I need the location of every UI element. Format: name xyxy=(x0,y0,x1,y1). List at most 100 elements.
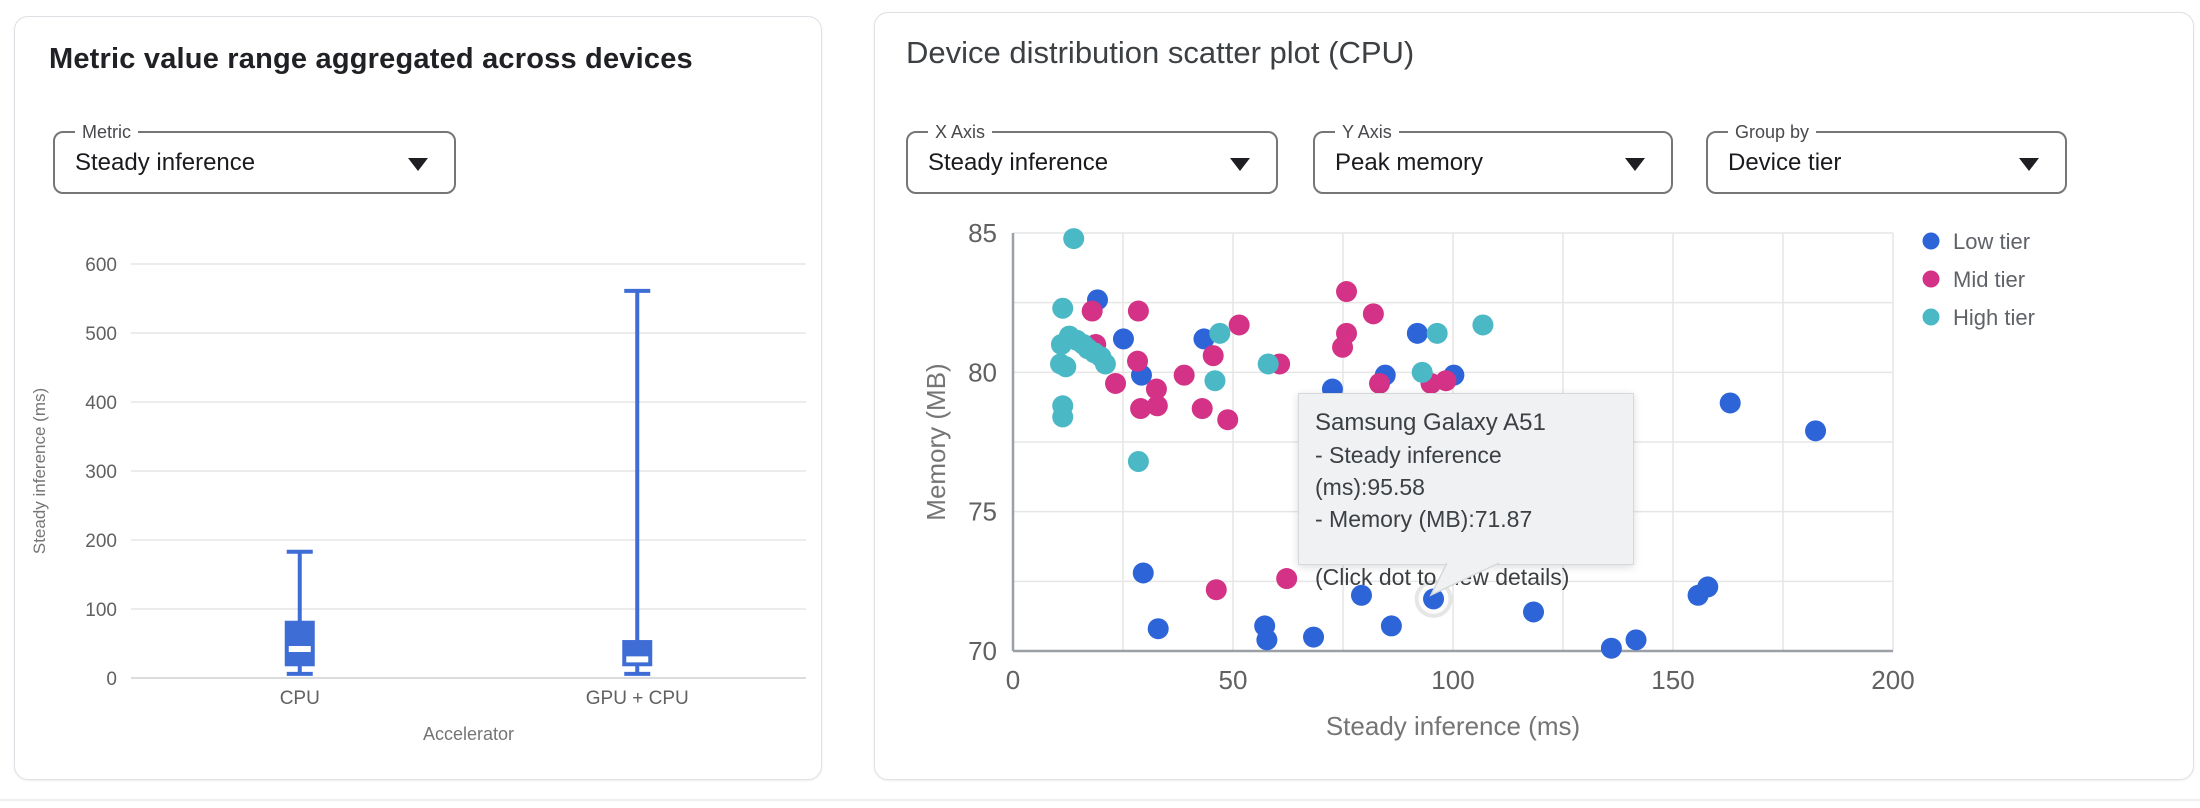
scatter-dot-mid-tier[interactable] xyxy=(1435,370,1457,392)
scatter-dot-low-tier[interactable] xyxy=(1350,584,1372,606)
scatter-dot-mid-tier[interactable] xyxy=(1217,409,1239,431)
scatter-dot-low-tier[interactable] xyxy=(1406,322,1428,344)
scatter-dot-low-tier[interactable] xyxy=(1697,576,1719,598)
scatter-x-tick: 0 xyxy=(1006,665,1020,695)
tooltip-x-value: - Steady inference (ms):95.58 xyxy=(1315,442,1502,500)
scatter-dot-high-tier[interactable] xyxy=(1063,228,1085,250)
scatter-dot-mid-tier[interactable] xyxy=(1332,336,1354,358)
scatter-y-axis-title: Memory (MB) xyxy=(921,363,951,520)
scatter-dot-mid-tier[interactable] xyxy=(1146,395,1168,417)
scatter-dot-low-tier[interactable] xyxy=(1256,629,1278,651)
scatter-dot-high-tier[interactable] xyxy=(1209,322,1231,344)
scatter-dot-low-tier[interactable] xyxy=(1112,328,1134,350)
scatter-dot-high-tier[interactable] xyxy=(1204,370,1226,392)
legend-item-low-tier: Low tier xyxy=(1922,229,2030,254)
scatter-dot-low-tier[interactable] xyxy=(1600,637,1622,659)
scatter-x-tick: 50 xyxy=(1219,665,1248,695)
scatter-dot-mid-tier[interactable] xyxy=(1081,300,1103,322)
chevron-down-icon xyxy=(1625,157,1645,171)
scatter-dot-high-tier[interactable] xyxy=(1052,297,1074,319)
legend-dot-high-tier xyxy=(1922,308,1940,326)
scatter-dot-low-tier[interactable] xyxy=(1193,328,1215,350)
scatter-dot-high-tier[interactable] xyxy=(1094,353,1116,375)
boxplot-y-axis-title: Steady inference (ms) xyxy=(30,388,49,554)
scatter-dot-high-tier[interactable] xyxy=(1411,361,1433,383)
scatter-dot-low-tier[interactable] xyxy=(1523,601,1545,623)
scatter-dot-high-tier[interactable] xyxy=(1127,451,1149,473)
boxplot-category-label: GPU + CPU xyxy=(586,688,689,709)
x-axis-select[interactable]: X Axis Steady inference xyxy=(906,121,1278,194)
scatter-x-axis-title: Steady inference (ms) xyxy=(1326,711,1580,741)
boxplot-y-tick: 100 xyxy=(85,600,117,621)
chevron-down-icon xyxy=(408,157,428,171)
boxplot-y-tick: 0 xyxy=(106,669,117,690)
scatter-dot-low-tier[interactable] xyxy=(1303,626,1325,648)
scatter-card: Device distribution scatter plot (CPU) X… xyxy=(874,12,2194,780)
boxplot-y-tick: 300 xyxy=(85,462,117,483)
legend-label-mid-tier: Mid tier xyxy=(1953,267,2025,292)
scatter-dot-mid-tier[interactable] xyxy=(1362,303,1384,325)
chevron-down-icon xyxy=(2019,157,2039,171)
scatter-dot-high-tier[interactable] xyxy=(1055,356,1077,378)
scatter-dot-high-tier[interactable] xyxy=(1257,353,1279,375)
y-axis-select-label: Y Axis xyxy=(1335,121,1399,143)
metric-select-value: Steady inference xyxy=(75,148,256,176)
scatter-dot-mid-tier[interactable] xyxy=(1336,281,1358,303)
group-by-select-value: Device tier xyxy=(1728,148,1842,176)
boxplot-y-tick: 400 xyxy=(85,393,117,414)
scatter-dot-mid-tier[interactable] xyxy=(1173,364,1195,386)
scatter-dot-mid-tier[interactable] xyxy=(1228,314,1250,336)
legend-dot-low-tier xyxy=(1922,232,1940,250)
scatter-dot-mid-tier[interactable] xyxy=(1105,372,1127,394)
scatter-y-tick: 75 xyxy=(968,497,997,527)
scatter-y-tick: 85 xyxy=(968,218,997,248)
boxplot-chart: 0 100 200 300 400 500 600 Steady inference (ms)… xyxy=(30,255,806,744)
boxplot-x-axis-title: Accelerator xyxy=(423,724,514,744)
scatter-x-tick: 200 xyxy=(1871,665,1914,695)
metric-select[interactable]: Metric Steady inference xyxy=(53,121,456,194)
y-axis-select[interactable]: Y Axis Peak memory xyxy=(1313,121,1673,194)
scatter-dot-mid-tier[interactable] xyxy=(1127,350,1149,372)
scatter-dot-low-tier[interactable] xyxy=(1132,562,1154,584)
metric-select-label: Metric xyxy=(75,121,138,143)
boxplot-box-cpu[interactable] xyxy=(284,549,315,676)
boxplot-category-label: CPU xyxy=(280,688,320,709)
scatter-dot-mid-tier[interactable] xyxy=(1127,300,1149,322)
boxplot-y-tick: 200 xyxy=(85,531,117,552)
boxplot-y-tick: 500 xyxy=(85,324,117,345)
group-by-select[interactable]: Group by Device tier xyxy=(1706,121,2067,194)
scatter-dot-high-tier[interactable] xyxy=(1426,322,1448,344)
scatter-tooltip: Samsung Galaxy A51 - Steady inference (m… xyxy=(1298,393,1634,597)
tooltip-device-name: Samsung Galaxy A51 xyxy=(1315,409,1546,436)
scatter-dot-low-tier[interactable] xyxy=(1380,615,1402,637)
scatter-dot-high-tier[interactable] xyxy=(1052,406,1074,428)
scatter-dot-low-tier[interactable] xyxy=(1719,392,1741,414)
y-axis-select-value: Peak memory xyxy=(1335,148,1484,176)
x-axis-select-label: X Axis xyxy=(928,121,993,143)
scatter-dot-mid-tier[interactable] xyxy=(1205,579,1227,601)
scatter-dot-mid-tier[interactable] xyxy=(1145,378,1167,400)
scatter-dot-mid-tier[interactable] xyxy=(1276,568,1298,590)
scatter-dot-mid-tier[interactable] xyxy=(1191,398,1213,420)
scatter-dot-low-tier[interactable] xyxy=(1147,618,1169,640)
scatter-dot-mid-tier[interactable] xyxy=(1369,372,1391,394)
boxplot-box-gpu-cpu[interactable] xyxy=(622,288,653,676)
tooltip-pointer xyxy=(1429,562,1500,597)
group-by-select-label: Group by xyxy=(1728,121,1817,143)
scatter-dot-low-tier[interactable] xyxy=(1625,629,1647,651)
legend-dot-mid-tier xyxy=(1922,270,1940,288)
scatter-dot-mid-tier[interactable] xyxy=(1130,398,1152,420)
scatter-y-tick: 80 xyxy=(968,357,997,387)
scatter-dot-mid-tier[interactable] xyxy=(1202,345,1224,367)
legend-label-high-tier: High tier xyxy=(1953,305,2035,330)
legend-label-low-tier: Low tier xyxy=(1953,229,2030,254)
tooltip-y-value: - Memory (MB):71.87 xyxy=(1315,506,1533,532)
scatter-chart: 0 50 100 150 200 70 75 80 85 Steady inference (ms… xyxy=(921,218,2035,741)
scatter-dot-high-tier[interactable] xyxy=(1472,314,1494,336)
scatter-x-tick: 150 xyxy=(1651,665,1694,695)
scatter-dot-low-tier[interactable] xyxy=(1805,420,1827,442)
legend-item-mid-tier: Mid tier xyxy=(1922,267,2025,292)
scatter-card-title: Device distribution scatter plot (CPU) xyxy=(906,35,1415,70)
boxplot-card: Metric value range aggregated across dev… xyxy=(14,16,822,780)
